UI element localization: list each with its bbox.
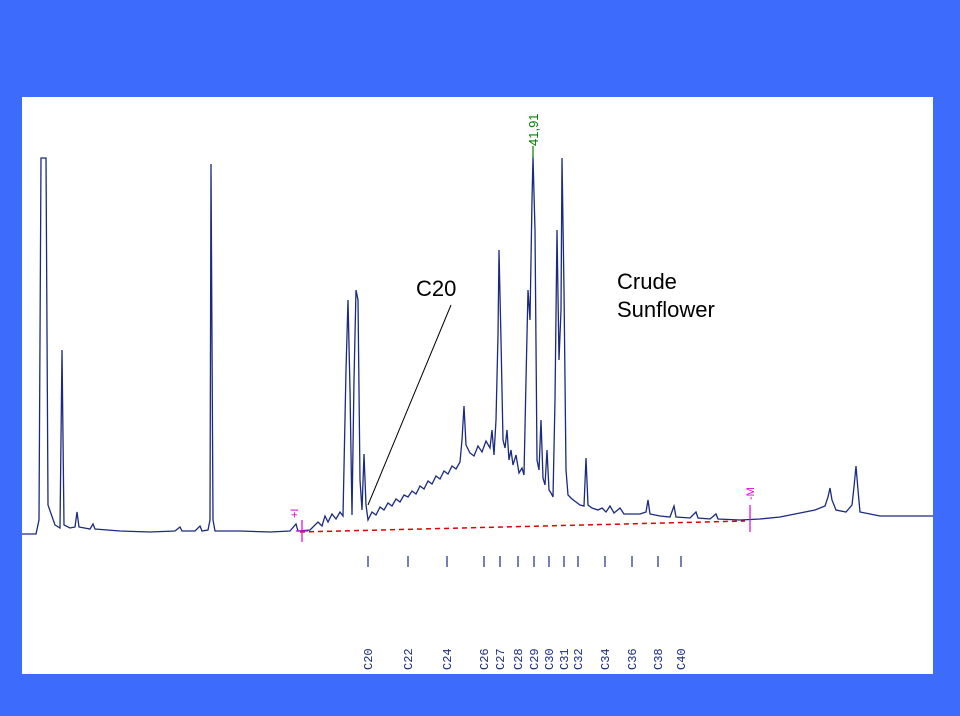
c20-annotation: C20 [416,276,457,301]
sample-name-line2: Sunflower [617,297,715,322]
peak-label: 41,91 [526,113,541,146]
tick-label-c30: C30 [543,648,557,670]
carbon-ticks [367,556,682,567]
baseline-line [299,520,746,533]
sample-name-line1: Crude [617,269,677,294]
tick-label-c31: C31 [558,648,572,670]
tick-label-c36: C36 [626,648,640,670]
tick-label-c38: C38 [652,648,666,670]
tick-label-c27: C27 [494,648,508,670]
carbon-tick-labels: C20 C22 C24 C26 C27 C28 C29 C30 C31 C32 C34 C36 C38 C… [362,648,689,670]
peak-label-group: 41,91 [526,113,541,158]
tick-label-c32: C32 [572,648,586,670]
end-marker-label: -M [745,487,757,500]
integration-baseline [299,520,746,533]
tick-label-c29: C29 [528,648,542,670]
tick-label-c24: C24 [441,648,455,670]
tick-label-c28: C28 [512,648,526,670]
c20-pointer-line [367,304,452,506]
tick-label-c34: C34 [599,648,613,670]
tick-label-c22: C22 [402,648,416,670]
start-marker-label: +I [289,509,301,518]
chromatogram-line [22,156,933,535]
tick-label-c26: C26 [478,648,492,670]
tick-label-c20: C20 [362,648,376,670]
tick-label-c40: C40 [675,648,689,670]
integration-markers: +I -M [289,487,757,542]
chromatogram-panel: +I -M C20 C22 C24 C26 C27 C28 C29 C30 C31 C32 C34 C3… [22,97,933,674]
chromatogram-chart: +I -M C20 C22 C24 C26 C27 C28 C29 C30 C31 C32 C34 C3… [22,113,933,670]
signal-trace [22,156,933,535]
